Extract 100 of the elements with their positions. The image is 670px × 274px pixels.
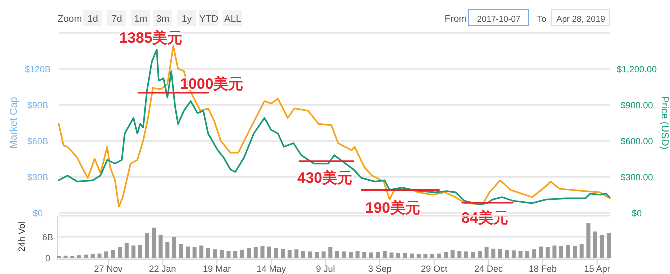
bar (124, 243, 129, 258)
bar (416, 254, 421, 258)
bar (213, 250, 218, 258)
bar (254, 248, 258, 258)
annotation: 430美元 (297, 169, 353, 187)
bar (369, 252, 374, 258)
bar (158, 235, 163, 258)
y2-tick-label: $600.00 (620, 136, 654, 146)
x-tick-label: 15 Apr (584, 264, 610, 274)
bar (328, 248, 333, 258)
bar (186, 246, 190, 258)
bar (145, 234, 150, 258)
bar (335, 251, 340, 258)
bar (288, 250, 292, 258)
x-tick-label: 9 Jul (316, 264, 336, 274)
y2-tick-label: $900.00 (620, 100, 654, 110)
bar (301, 251, 306, 258)
bar (220, 250, 224, 258)
bar (532, 250, 536, 258)
bar (580, 244, 584, 258)
y-tick-label: $30B (27, 172, 49, 182)
bar (260, 246, 265, 258)
y2-tick-label: $1,200.00 (616, 64, 658, 74)
bar (362, 252, 367, 258)
x-tick-label: 22 Jan (149, 264, 176, 274)
bar (342, 252, 346, 258)
text: 1y (182, 14, 192, 25)
bar (464, 252, 468, 258)
bar (315, 252, 320, 258)
bar (234, 251, 238, 258)
bar (104, 252, 109, 258)
text: From (444, 14, 468, 25)
bar (84, 254, 88, 258)
bar (437, 254, 442, 258)
bar (226, 251, 231, 258)
bar (111, 250, 116, 258)
bar (573, 246, 578, 258)
text: Zoom (58, 14, 82, 25)
text: Apr 28, 2019 (556, 14, 606, 24)
bar (586, 223, 591, 258)
bar (179, 244, 184, 258)
text: ALL (224, 14, 242, 25)
bar (492, 248, 496, 258)
bar (376, 252, 380, 258)
y-tick-label: 6B (42, 232, 54, 242)
bar (559, 246, 564, 258)
bar (172, 237, 176, 258)
bar (382, 251, 387, 258)
text: YTD (200, 14, 219, 25)
text: 2017-10-07 (477, 14, 522, 24)
y-axis-title: Market Cap (9, 96, 20, 149)
bar (471, 252, 476, 258)
bar (322, 252, 326, 258)
bar (98, 254, 102, 258)
x-tick-label: 18 Feb (529, 264, 558, 274)
text: 1d (88, 14, 98, 25)
bar (348, 252, 353, 258)
bar (90, 254, 95, 258)
bar (512, 250, 516, 258)
bar (410, 254, 414, 258)
bar (458, 251, 462, 258)
bar (294, 250, 299, 258)
y2-axis-title: Price (USD) (659, 96, 670, 150)
bar (430, 254, 434, 258)
bar (444, 252, 448, 258)
bar (200, 246, 204, 258)
x-tick-label: 19 Mar (203, 264, 232, 274)
bar (268, 246, 272, 258)
x-tick-label: 3 Sep (368, 264, 392, 274)
y-tick-label: $90B (27, 100, 49, 110)
annotation: 190美元 (365, 199, 421, 217)
x-tick-label: 29 Oct (421, 264, 448, 274)
bar (424, 254, 428, 258)
text: 1m (134, 14, 148, 25)
bar (518, 251, 523, 258)
bar (498, 249, 502, 258)
bar (546, 248, 550, 258)
bar (600, 235, 604, 258)
bar (138, 245, 142, 258)
y-tick-label: 0 (45, 254, 51, 264)
bar (390, 252, 394, 258)
bar (552, 246, 557, 258)
text: To (538, 14, 547, 24)
bar (396, 253, 401, 258)
bar (607, 234, 612, 258)
text: 3m (156, 14, 170, 25)
bar (192, 248, 197, 258)
bar (403, 253, 408, 258)
bar (152, 228, 156, 258)
bar (566, 245, 570, 258)
y2-tick-label: $0 (632, 208, 642, 218)
bar (240, 250, 244, 258)
bar (132, 246, 136, 258)
bar (505, 250, 510, 258)
x-tick-label: 27 Nov (94, 264, 124, 274)
y-tick-label: $0 (32, 208, 44, 218)
bar (356, 251, 360, 258)
bar (308, 252, 312, 258)
bar (478, 251, 482, 258)
bar (247, 248, 252, 258)
